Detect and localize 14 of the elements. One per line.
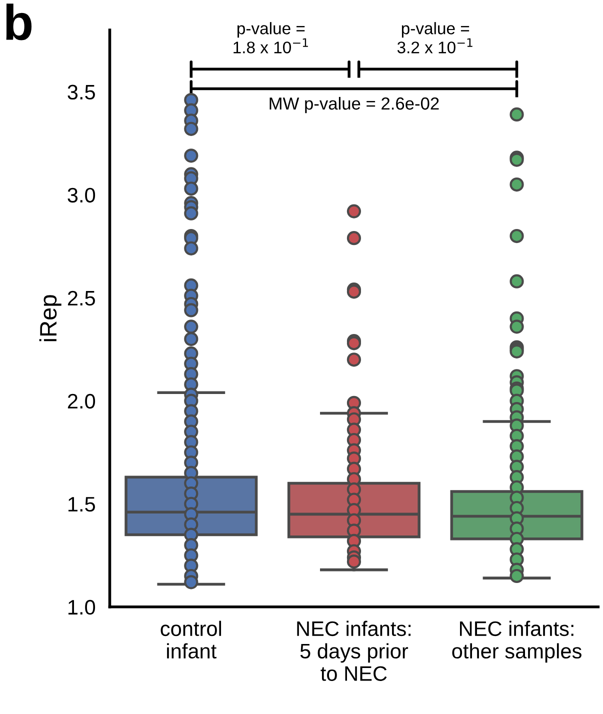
y-tick-label: 1.0 <box>68 600 96 615</box>
annotation: p-value = 1.8 x 10$^{−1}$ <box>234 22 308 54</box>
y-tick-label: 3.5 <box>68 84 95 100</box>
x-tick-label: NEC infants: other samples <box>452 620 582 663</box>
y-axis-title: iRep <box>39 295 62 342</box>
annotation: MW p-value = 2.6e-02 <box>270 96 439 114</box>
y-tick-label: 3.0 <box>68 188 96 203</box>
x-tick-label: control infant <box>160 620 222 659</box>
x-tick-label: NEC infants: 5 days prior to NEC <box>297 620 411 681</box>
text: b <box>6 4 32 40</box>
y-tick-label: 2.5 <box>68 290 95 306</box>
y-tick-label: 2.0 <box>68 394 96 409</box>
y-tick-label: 1.5 <box>68 497 95 512</box>
annotation: p-value = 3.2 x 10$^{−1}$ <box>397 22 472 54</box>
